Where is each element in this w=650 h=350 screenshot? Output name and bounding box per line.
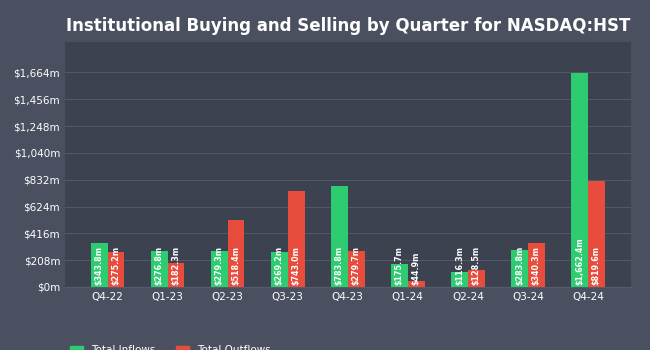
Bar bbox=[91, 243, 107, 287]
Bar bbox=[468, 271, 485, 287]
Bar bbox=[107, 252, 124, 287]
Bar bbox=[151, 251, 168, 287]
Text: $283.8m: $283.8m bbox=[515, 246, 524, 286]
Bar bbox=[511, 250, 528, 287]
Text: $279.7m: $279.7m bbox=[352, 246, 361, 286]
Text: $182.3m: $182.3m bbox=[172, 246, 181, 286]
Text: $343.8m: $343.8m bbox=[95, 246, 103, 286]
Bar bbox=[271, 252, 288, 287]
Text: $44.9m: $44.9m bbox=[411, 252, 421, 286]
Bar bbox=[391, 264, 408, 287]
Bar bbox=[331, 186, 348, 287]
Bar bbox=[451, 272, 468, 287]
Bar bbox=[348, 251, 365, 287]
Text: $269.2m: $269.2m bbox=[275, 246, 284, 286]
Legend: Total Inflows, Total Outflows: Total Inflows, Total Outflows bbox=[70, 345, 271, 350]
Bar bbox=[168, 264, 185, 287]
Text: $1,662.4m: $1,662.4m bbox=[575, 238, 584, 286]
Text: $128.5m: $128.5m bbox=[472, 246, 481, 286]
Text: $275.2m: $275.2m bbox=[111, 246, 120, 286]
Text: $279.3m: $279.3m bbox=[214, 246, 224, 286]
Bar bbox=[227, 220, 244, 287]
Bar bbox=[571, 73, 588, 287]
Bar bbox=[408, 281, 424, 287]
Text: $276.8m: $276.8m bbox=[155, 246, 164, 286]
Text: $783.8m: $783.8m bbox=[335, 246, 344, 286]
Bar bbox=[211, 251, 227, 287]
Bar bbox=[288, 191, 304, 287]
Title: Institutional Buying and Selling by Quarter for NASDAQ:HST: Institutional Buying and Selling by Quar… bbox=[66, 17, 630, 35]
Bar bbox=[588, 181, 604, 287]
Text: $743.0m: $743.0m bbox=[292, 247, 300, 286]
Text: $116.3m: $116.3m bbox=[455, 247, 464, 286]
Text: $175.7m: $175.7m bbox=[395, 247, 404, 286]
Text: $518.4m: $518.4m bbox=[231, 246, 240, 286]
Text: $340.3m: $340.3m bbox=[532, 247, 541, 286]
Bar bbox=[528, 243, 545, 287]
Text: $819.6m: $819.6m bbox=[592, 246, 601, 286]
